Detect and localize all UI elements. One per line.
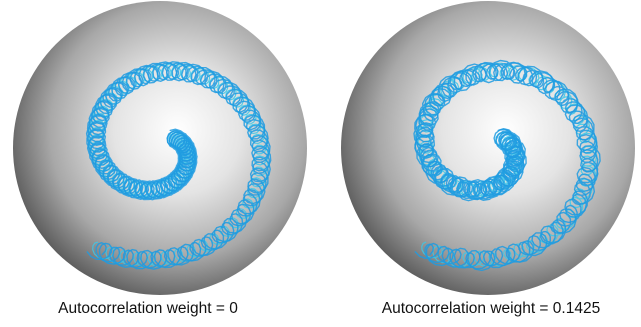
trajectory-loop — [85, 61, 272, 270]
spiral-trajectory — [85, 61, 272, 270]
caption-left: Autocorrelation weight = 0 — [58, 300, 238, 317]
trajectory-loop — [413, 59, 601, 272]
sphere-image-left — [13, 1, 307, 295]
caption-right: Autocorrelation weight = 0.1425 — [381, 300, 601, 317]
panel-right: Autocorrelation weight = 0.1425 — [320, 0, 641, 327]
spiral-trajectory — [413, 59, 601, 272]
panel-left: Autocorrelation weight = 0 — [0, 0, 320, 327]
sphere-image-right — [341, 1, 635, 295]
sphere — [13, 1, 307, 295]
